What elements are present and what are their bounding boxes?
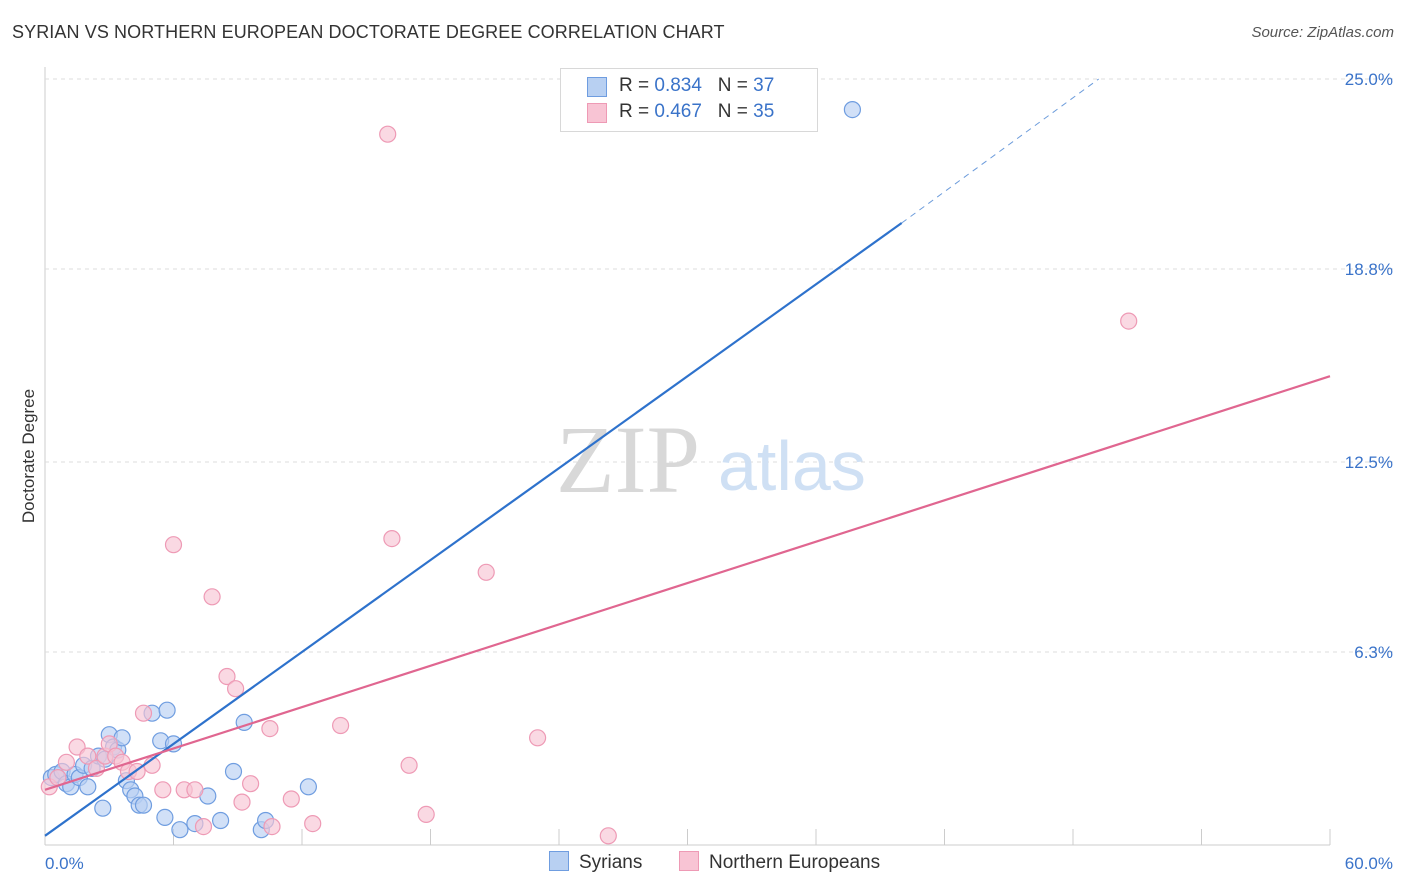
- y-axis-label: Doctorate Degree: [19, 389, 38, 523]
- data-point: [134, 704, 153, 722]
- data-point: [224, 762, 243, 781]
- n-label: N =: [717, 75, 748, 96]
- series-northern-europeans: [40, 125, 1138, 845]
- data-point: [599, 827, 617, 845]
- r-label: R =: [619, 101, 650, 122]
- data-point: [304, 814, 322, 833]
- data-point: [227, 680, 245, 698]
- chart-title: SYRIAN VS NORTHERN EUROPEAN DOCTORATE DE…: [12, 22, 725, 42]
- bottom-legend-label-northern: Northern Europeans: [709, 852, 881, 873]
- data-point: [134, 796, 153, 814]
- x-tick-label-min: 0.0%: [45, 854, 84, 873]
- y-tick-label: 18.8%: [1345, 260, 1393, 279]
- data-point: [282, 790, 300, 808]
- data-point: [383, 529, 401, 548]
- data-point: [477, 563, 495, 581]
- data-point: [203, 588, 221, 606]
- data-point: [242, 775, 260, 793]
- data-point: [212, 811, 230, 830]
- n-value-northern: 35: [753, 101, 775, 122]
- trend-line-syrians: [44, 222, 903, 837]
- data-point: [261, 719, 279, 738]
- trend-line-northern: [44, 375, 1331, 791]
- data-point: [332, 716, 350, 735]
- y-axis-tick-labels: 6.3% 12.5% 18.8% 25.0%: [1345, 70, 1393, 662]
- n-value-syrians: 37: [753, 75, 775, 96]
- y-tick-label: 12.5%: [1345, 453, 1393, 472]
- bottom-legend-northern: Northern Europeans: [679, 851, 880, 874]
- data-point: [233, 793, 251, 811]
- data-point: [528, 729, 547, 747]
- data-point: [400, 756, 418, 774]
- watermark-zip: ZIP: [556, 406, 700, 513]
- legend-text-syrians: R = 0.834 N = 37: [619, 75, 774, 97]
- source-label: Source: ZipAtlas.com: [1251, 24, 1394, 41]
- y-tick-label: 25.0%: [1345, 70, 1393, 89]
- data-point: [379, 125, 397, 143]
- data-point: [299, 778, 317, 796]
- y-tick-label: 6.3%: [1354, 643, 1393, 662]
- data-point: [94, 799, 112, 817]
- bottom-legend-label-syrians: Syrians: [579, 852, 643, 873]
- trend-lines: [44, 78, 1331, 837]
- trend-line-syrians-extension: [901, 78, 1099, 224]
- bottom-legend-swatch-syrians: [549, 851, 569, 871]
- n-label: N =: [717, 101, 748, 122]
- data-point: [79, 778, 97, 796]
- r-value-syrians: 0.834: [654, 75, 702, 96]
- data-point: [194, 817, 213, 836]
- data-point: [263, 817, 281, 836]
- legend-swatch-syrians: [587, 77, 607, 97]
- data-point: [156, 808, 174, 827]
- x-tick-label-max: 60.0%: [1345, 854, 1393, 873]
- data-point: [186, 781, 204, 799]
- data-point: [171, 821, 189, 839]
- r-label: R =: [619, 75, 650, 96]
- legend-text-northern: R = 0.467 N = 35: [619, 101, 774, 123]
- bottom-legend-syrians: Syrians: [549, 851, 642, 874]
- x-axis-ticks: [45, 829, 1331, 846]
- watermark-atlas: atlas: [718, 427, 866, 505]
- r-value-northern: 0.467: [654, 101, 702, 122]
- correlation-legend: R = 0.834 N = 37 R = 0.467 N = 35: [560, 68, 818, 132]
- legend-swatch-northern: [587, 103, 607, 123]
- data-point: [158, 701, 176, 719]
- data-point: [57, 753, 76, 771]
- data-point: [164, 536, 183, 554]
- bottom-legend-swatch-northern: [679, 851, 699, 871]
- data-point: [154, 781, 172, 799]
- data-point: [79, 747, 97, 765]
- data-point: [218, 667, 236, 686]
- data-point: [843, 100, 862, 119]
- data-point: [1120, 312, 1138, 330]
- data-point: [417, 805, 435, 824]
